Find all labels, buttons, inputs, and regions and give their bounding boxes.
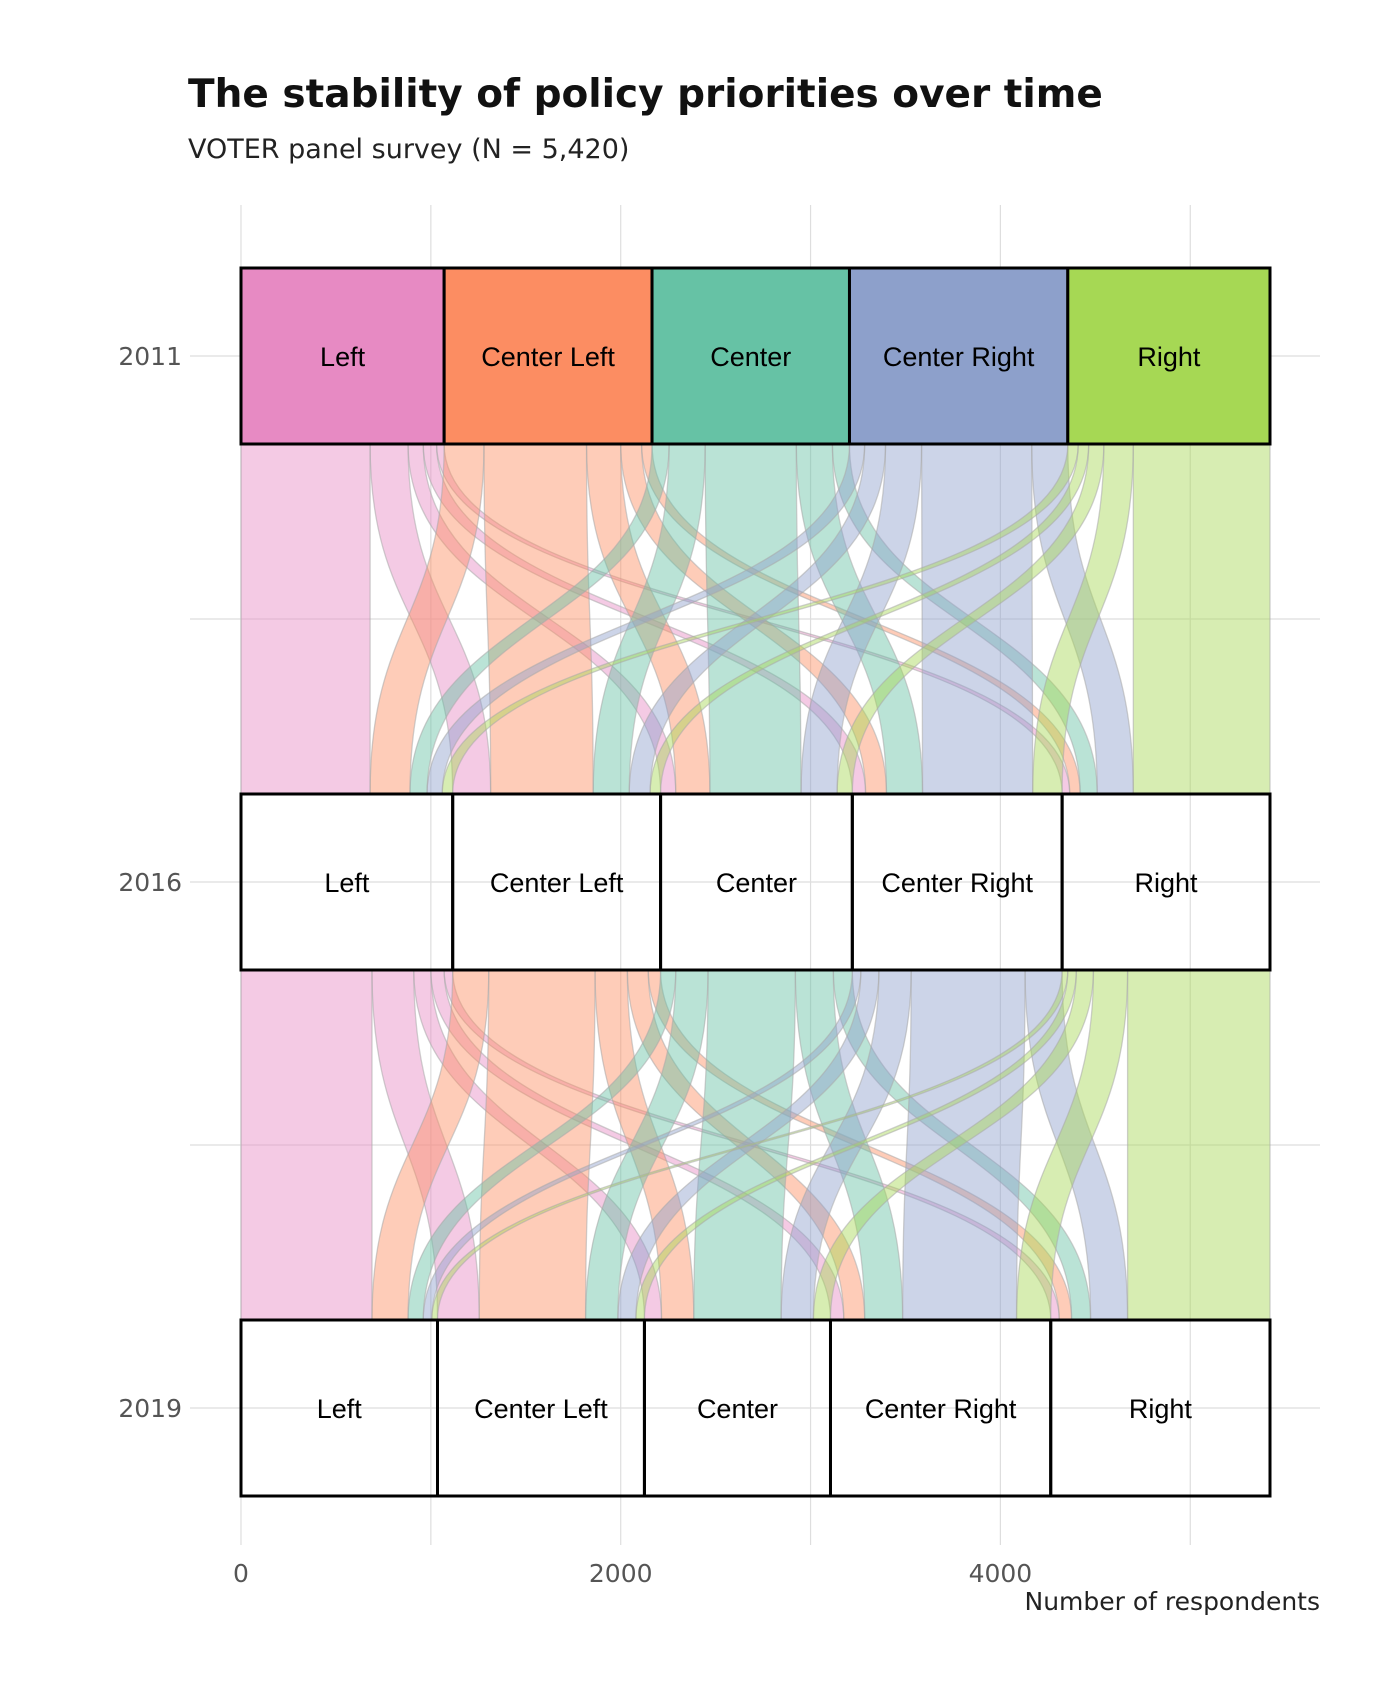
y-tick-label-2011: 2011 <box>118 342 182 371</box>
node-2011-center <box>650 266 851 446</box>
node-2011-center-right <box>847 266 1070 446</box>
y-tick-label-2016: 2016 <box>118 868 182 897</box>
node-label-2016-left: Left <box>324 868 370 898</box>
node-label-2011-center-left: Center Left <box>481 342 615 372</box>
node-label-2011-center-right: Center Right <box>883 342 1035 372</box>
x-tick-label-4000: 4000 <box>969 1559 1033 1588</box>
node-label-2016-center-right: Center Right <box>881 868 1033 898</box>
flow-2016-right-to-2019-right <box>1126 969 1271 1321</box>
chart-subtitle: VOTER panel survey (N = 5,420) <box>188 134 630 165</box>
node-2019-right <box>1049 1318 1272 1498</box>
y-axis-tick-labels: 2011 2016 2019 <box>118 342 182 1423</box>
flow-bands <box>240 443 1271 1321</box>
flow-2011-left-to-2016-left <box>240 443 371 795</box>
flow-2016-left-to-2019-left <box>240 969 373 1321</box>
node-2011-right <box>1066 266 1272 446</box>
node-label-2011-right: Right <box>1137 342 1201 372</box>
node-label-2019-center: Center <box>697 1394 778 1424</box>
y-tick-label-2019: 2019 <box>118 1394 182 1423</box>
node-2011-left <box>239 266 446 446</box>
node-label-2016-center-left: Center Left <box>490 868 624 898</box>
stage-nodes: Left Center Left Center Center Right Right Le… <box>239 266 1272 1498</box>
x-axis-title: Number of respondents <box>1025 1587 1320 1616</box>
node-2016-right <box>1060 792 1272 972</box>
node-label-2019-left: Left <box>317 1394 363 1424</box>
x-axis-tick-labels: 0 2000 4000 <box>233 1559 1032 1588</box>
x-tick-label-2000: 2000 <box>589 1559 653 1588</box>
node-label-2019-center-right: Center Right <box>865 1394 1017 1424</box>
node-label-2019-center-left: Center Left <box>474 1394 608 1424</box>
node-label-2011-center: Center <box>710 342 791 372</box>
x-tick-label-0: 0 <box>233 1559 249 1588</box>
node-label-2011-left: Left <box>320 342 366 372</box>
flow-2016-center-right-to-2019-center-right <box>901 969 1026 1321</box>
node-label-2016-right: Right <box>1135 868 1199 898</box>
chart-title: The stability of policy priorities over … <box>188 72 1103 117</box>
flow-2011-right-to-2016-right <box>1132 443 1271 795</box>
node-2011-center-left <box>442 266 654 446</box>
node-label-2019-right: Right <box>1129 1394 1193 1424</box>
node-label-2016-center: Center <box>716 868 797 898</box>
